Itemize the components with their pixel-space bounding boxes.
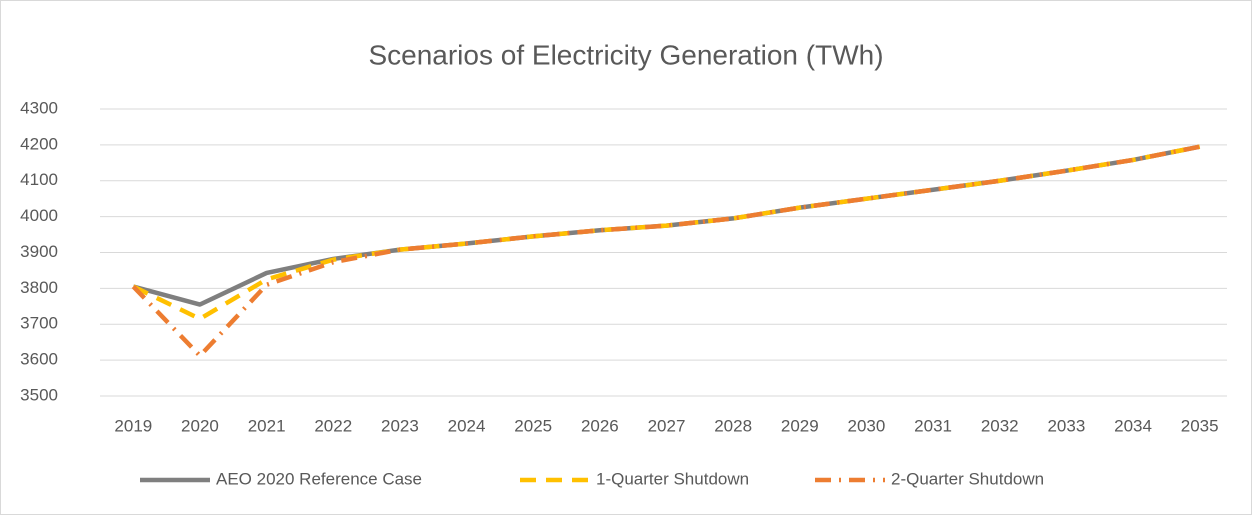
y-tick-label: 3500 <box>20 385 58 404</box>
y-tick-label: 3600 <box>20 350 58 369</box>
x-tick-label: 2033 <box>1047 416 1085 435</box>
x-tick-label: 2020 <box>181 416 219 435</box>
x-tick-label: 2027 <box>648 416 686 435</box>
y-tick-label: 4000 <box>20 206 58 225</box>
series-line <box>131 144 1201 359</box>
x-tick-label: 2034 <box>1114 416 1152 435</box>
x-tick-label: 2019 <box>114 416 152 435</box>
x-tick-label: 2029 <box>781 416 819 435</box>
x-tick-label: 2032 <box>981 416 1019 435</box>
y-tick-label: 3900 <box>20 242 58 261</box>
y-tick-label: 3800 <box>20 278 58 297</box>
x-tick-label: 2023 <box>381 416 419 435</box>
x-tick-label: 2028 <box>714 416 752 435</box>
y-tick-label: 4100 <box>20 170 58 189</box>
legend-label: 2-Quarter Shutdown <box>891 469 1044 488</box>
y-tick-label: 4200 <box>20 134 58 153</box>
x-tick-label: 2031 <box>914 416 952 435</box>
x-tick-label: 2022 <box>314 416 352 435</box>
x-tick-label: 2024 <box>448 416 486 435</box>
y-tick-label: 3700 <box>20 314 58 333</box>
legend-label: 1-Quarter Shutdown <box>596 469 749 488</box>
x-tick-label: 2021 <box>248 416 286 435</box>
x-tick-label: 2026 <box>581 416 619 435</box>
x-tick-label: 2025 <box>514 416 552 435</box>
x-tick-label: 2030 <box>848 416 886 435</box>
y-tick-label: 4300 <box>20 98 58 117</box>
legend-label: AEO 2020 Reference Case <box>216 469 422 488</box>
chart-title: Scenarios of Electricity Generation (TWh… <box>368 39 883 70</box>
x-tick-label: 2035 <box>1181 416 1219 435</box>
